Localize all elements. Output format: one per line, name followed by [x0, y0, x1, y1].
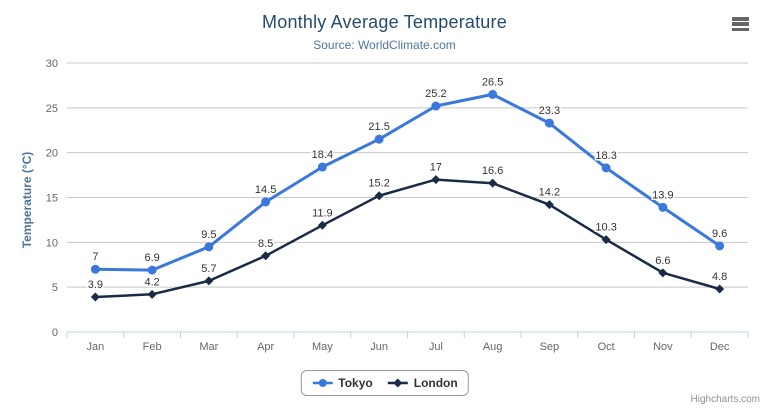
data-point-london[interactable]	[658, 268, 668, 278]
legend-item-label: London	[413, 376, 458, 390]
data-label: 16.6	[482, 165, 503, 177]
x-axis-label: Oct	[598, 341, 615, 353]
x-axis-label: Sep	[540, 341, 560, 353]
diamond-marker-icon	[387, 378, 408, 388]
data-label: 15.2	[368, 178, 389, 190]
data-label: 26.5	[482, 76, 503, 88]
data-point-london[interactable]	[488, 178, 498, 188]
y-axis-tick-label: 30	[46, 58, 58, 70]
data-point-tokyo[interactable]	[488, 89, 498, 99]
x-axis-label: Dec	[710, 341, 730, 353]
data-label: 13.9	[652, 189, 673, 201]
y-axis-tick-label: 15	[46, 193, 58, 205]
data-label: 21.5	[368, 121, 389, 133]
data-label: 11.9	[312, 207, 333, 219]
y-axis-tick-label: 10	[46, 237, 58, 249]
x-axis-label: Jun	[370, 341, 388, 353]
data-point-tokyo[interactable]	[317, 162, 327, 172]
hamburger-menu-icon	[732, 27, 749, 31]
x-axis-label: Aug	[483, 341, 503, 353]
data-point-tokyo[interactable]	[90, 264, 100, 274]
x-axis-label: May	[312, 341, 333, 353]
data-point-tokyo[interactable]	[601, 163, 611, 173]
legend-item-label: Tokyo	[338, 376, 373, 390]
data-label: 9.6	[712, 228, 727, 240]
x-axis-label: Nov	[653, 341, 673, 353]
chart-subtitle: Source: WorldClimate.com	[313, 38, 456, 52]
data-point-london[interactable]	[715, 284, 725, 294]
data-point-tokyo[interactable]	[431, 101, 441, 111]
x-axis-label: Mar	[199, 341, 218, 353]
data-point-london[interactable]	[601, 235, 611, 245]
data-label: 25.2	[425, 88, 446, 100]
data-point-london[interactable]	[147, 289, 157, 299]
data-point-london[interactable]	[261, 251, 271, 261]
legend-item-london[interactable]: London	[387, 376, 458, 390]
series-line-london[interactable]	[94, 178, 721, 299]
data-point-tokyo[interactable]	[374, 134, 384, 144]
context-menu-button[interactable]	[732, 17, 749, 31]
data-point-london[interactable]	[204, 276, 214, 286]
data-label: 6.9	[144, 252, 159, 264]
data-label: 23.3	[539, 105, 560, 117]
y-axis-tick-label: 0	[52, 327, 58, 339]
data-label: 18.3	[595, 150, 616, 162]
data-point-tokyo[interactable]	[715, 241, 725, 251]
y-axis-tick-label: 5	[52, 282, 58, 294]
circle-marker-icon	[312, 379, 333, 387]
data-point-london[interactable]	[431, 175, 441, 185]
y-axis-tick-label: 25	[46, 103, 58, 115]
data-point-tokyo[interactable]	[544, 118, 554, 128]
data-label: 5.7	[201, 263, 216, 275]
data-point-london[interactable]	[544, 200, 554, 210]
x-axis-label: Jul	[429, 341, 443, 353]
data-label: 8.5	[258, 238, 273, 250]
data-label: 14.5	[255, 184, 276, 196]
data-label: 10.3	[595, 222, 616, 234]
y-axis-title: Temperature (°C)	[20, 151, 34, 249]
data-point-tokyo[interactable]	[147, 265, 157, 275]
legend: Tokyo London	[300, 370, 469, 396]
x-axis-label: Jan	[87, 341, 105, 353]
data-label: 4.8	[712, 271, 727, 283]
data-point-london[interactable]	[90, 292, 100, 302]
data-label: 3.9	[88, 279, 103, 291]
y-axis-tick-label: 20	[46, 148, 58, 160]
hamburger-menu-icon	[732, 22, 749, 26]
data-label: 14.2	[539, 187, 560, 199]
x-axis-label: Feb	[143, 341, 162, 353]
data-label: 17	[430, 162, 442, 174]
hamburger-menu-icon	[732, 17, 749, 21]
data-point-tokyo[interactable]	[261, 197, 271, 207]
data-point-tokyo[interactable]	[658, 202, 668, 212]
data-point-london[interactable]	[317, 220, 327, 230]
credits-link[interactable]: Highcharts.com	[690, 394, 760, 405]
data-point-tokyo[interactable]	[204, 242, 214, 252]
data-label: 9.5	[201, 229, 216, 241]
series-line-tokyo[interactable]	[93, 92, 722, 272]
data-point-london[interactable]	[374, 191, 384, 201]
data-label: 18.4	[312, 149, 333, 161]
data-label: 7	[92, 251, 98, 263]
data-label: 6.6	[655, 255, 670, 267]
chart-title: Monthly Average Temperature	[262, 12, 507, 32]
legend-item-tokyo[interactable]: Tokyo	[311, 376, 373, 390]
x-axis-label: Apr	[257, 341, 274, 353]
data-label: 4.2	[144, 276, 159, 288]
